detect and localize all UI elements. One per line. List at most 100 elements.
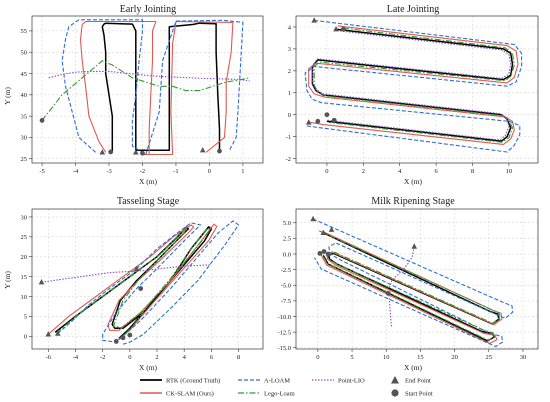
x-axis-label: X (m) <box>404 363 423 372</box>
y-tick-label: 25 <box>21 156 28 163</box>
series-line-a-loam <box>304 19 523 153</box>
start-point-marker <box>331 117 337 123</box>
x-tick-label: 6 <box>210 354 214 361</box>
end-point-marker <box>311 17 317 23</box>
y-tick-label: 30 <box>21 135 28 142</box>
x-tick-label: 10 <box>506 168 513 175</box>
y-tick-label: 30 <box>21 214 28 221</box>
x-tick-label: -5 <box>39 168 44 175</box>
legend-label: RTK (Ground Truth) <box>166 378 220 385</box>
x-tick-label: -4 <box>73 354 79 361</box>
start-point-marker <box>127 332 133 338</box>
legend-label: A-LOAM <box>264 378 290 385</box>
legend-item-ck-slam: CK-SLAM (Ours) <box>140 391 214 398</box>
triangle-marker-icon <box>391 376 399 384</box>
legend-label: End Point <box>405 378 431 385</box>
x-tick-label: -3 <box>106 168 111 175</box>
panel-title: Early Jointing <box>120 4 176 15</box>
y-tick-label: 0.0 <box>283 251 291 258</box>
y-tick-label: -2 <box>286 156 291 163</box>
y-tick-label: -5.0 <box>281 283 291 290</box>
y-tick-label: 5.0 <box>283 220 291 227</box>
series-line-lego-loam <box>318 230 501 341</box>
y-tick-label: 45 <box>21 71 28 78</box>
y-tick-label: -12.5 <box>277 329 291 336</box>
plot-frame <box>295 15 539 164</box>
legend: RTK (Ground Truth) CK-SLAM (Ours) A-LOAM… <box>140 376 433 398</box>
end-point-marker <box>38 278 45 285</box>
y-axis-label: Y (m) <box>3 87 12 105</box>
x-tick-label: 10 <box>383 354 390 361</box>
start-point-marker <box>325 251 331 257</box>
y-tick-label: 0 <box>24 334 27 341</box>
x-tick-label: 6 <box>434 168 438 175</box>
y-tick-label: -15.0 <box>277 345 291 352</box>
start-point-marker <box>140 150 145 156</box>
y-tick-label: -1 <box>286 134 291 141</box>
x-axis-label: X (m) <box>404 177 423 186</box>
legend-item-point-lio: Point-LIO <box>312 378 365 385</box>
end-point-marker <box>55 330 61 336</box>
series-line-a-loam <box>61 19 244 156</box>
y-tick-label: 35 <box>21 113 28 120</box>
y-tick-label: 4 <box>288 24 292 31</box>
end-point-marker <box>99 149 106 155</box>
x-tick-label: 20 <box>451 354 458 361</box>
end-point-marker <box>45 331 52 337</box>
start-point-marker <box>217 148 222 154</box>
x-tick-label: 15 <box>417 354 424 361</box>
start-point-marker <box>120 335 126 341</box>
y-tick-label: 40 <box>21 92 28 99</box>
start-point-marker <box>340 26 346 32</box>
y-tick-label: 50 <box>21 50 28 57</box>
x-tick-label: 4 <box>398 168 402 175</box>
x-tick-label: -2 <box>140 168 145 175</box>
plot-frame <box>31 208 264 350</box>
series-line-lego-loam <box>56 227 211 338</box>
y-tick-label: -10.0 <box>277 314 291 321</box>
x-tick-label: 0 <box>316 354 319 361</box>
y-tick-label: 3 <box>288 46 291 53</box>
x-tick-label: -4 <box>73 168 79 175</box>
end-point-marker <box>132 149 139 155</box>
x-tick-label: 5 <box>350 354 353 361</box>
x-tick-label: -6 <box>46 354 52 361</box>
series-line-lego-loam <box>41 60 250 121</box>
x-tick-label: 8 <box>471 168 474 175</box>
end-point-marker <box>328 226 335 232</box>
circle-marker-icon <box>391 389 399 397</box>
start-point-marker <box>113 339 119 344</box>
series-line-rtk-ground-truth <box>54 226 213 339</box>
series-line-a-loam <box>57 220 240 345</box>
x-axis-label: X (m) <box>139 363 158 372</box>
x-tick-label: 30 <box>520 354 527 361</box>
legend-item-lego-loam: Lego-Loam <box>238 391 295 398</box>
y-tick-label: 2 <box>288 68 291 75</box>
x-tick-label: 8 <box>237 354 240 361</box>
panel-early-jointing: Early Jointing -5 -4 -3 -2 -1 0 1 25 30 35 40 45 50 5… <box>3 4 264 186</box>
x-tick-label: 0 <box>208 168 211 175</box>
y-axis-label: Y (m) <box>3 271 12 289</box>
end-point-marker <box>333 25 339 32</box>
y-tick-label: -7.5 <box>281 298 291 305</box>
panel-title: Late Jointing <box>387 4 440 15</box>
start-point-marker <box>385 290 391 296</box>
legend-item-rtk: RTK (Ground Truth) <box>140 378 220 385</box>
series-line-ck-slam-ours <box>320 231 503 344</box>
legend-label: Start Point <box>405 391 433 398</box>
legend-label: Point-LIO <box>338 378 365 385</box>
panel-late-jointing: Late Jointing 0 2 4 6 8 10 -2 -1 0 1 2 3 4 X (m) <box>286 4 539 186</box>
series-line-lego-loam <box>313 27 515 143</box>
x-tick-label: -2 <box>100 354 105 361</box>
y-tick-label: 1 <box>288 90 291 97</box>
panel-tasseling-stage: Tasseling Stage -6 -4 -2 0 2 4 6 8051015202530 … <box>3 196 264 372</box>
x-tick-label: -1 <box>173 168 178 175</box>
y-tick-label: -2.5 <box>281 267 291 274</box>
y-tick-label: 5 <box>24 314 27 321</box>
series-line-ck-slam-ours <box>47 223 218 342</box>
y-tick-label: 15 <box>21 274 28 281</box>
legend-item-a-loam: A-LOAM <box>238 378 290 385</box>
legend-label: CK-SLAM (Ours) <box>166 391 214 398</box>
x-tick-label: 1 <box>241 168 244 175</box>
x-tick-label: 25 <box>486 354 493 361</box>
